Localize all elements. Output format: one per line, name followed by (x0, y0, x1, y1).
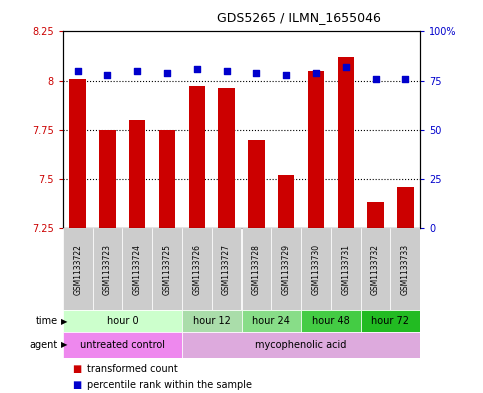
Bar (159, 130, 175, 228)
Bar (338, 57, 354, 228)
Text: hour 48: hour 48 (312, 316, 350, 326)
Bar (212, 228, 242, 310)
Point (372, 75, 380, 82)
Text: GSM1133727: GSM1133727 (222, 244, 231, 295)
Text: GSM1133728: GSM1133728 (252, 244, 261, 295)
Point (282, 72, 290, 78)
Text: mycophenolic acid: mycophenolic acid (256, 340, 347, 350)
Text: GSM1133733: GSM1133733 (401, 244, 410, 295)
Point (401, 75, 409, 82)
Bar (361, 310, 420, 332)
Bar (93, 228, 122, 310)
Text: GDS5265 / ILMN_1655046: GDS5265 / ILMN_1655046 (217, 11, 381, 24)
Bar (182, 310, 242, 332)
Point (104, 72, 112, 78)
Point (133, 68, 141, 74)
Text: GSM1133725: GSM1133725 (163, 244, 171, 295)
Text: hour 24: hour 24 (252, 316, 290, 326)
Text: GSM1133722: GSM1133722 (73, 244, 82, 295)
Bar (99, 130, 115, 228)
Bar (390, 228, 420, 310)
Bar (129, 120, 145, 228)
Text: GSM1133729: GSM1133729 (282, 244, 291, 295)
Bar (308, 71, 324, 228)
Text: GSM1133723: GSM1133723 (103, 244, 112, 295)
Bar (189, 86, 205, 228)
Bar (361, 228, 390, 310)
Text: percentile rank within the sample: percentile rank within the sample (87, 380, 252, 390)
Bar (182, 332, 420, 358)
Point (312, 70, 320, 76)
Bar (63, 310, 182, 332)
Bar (218, 88, 235, 228)
Bar (368, 202, 384, 228)
Text: ■: ■ (72, 380, 82, 390)
Bar (122, 228, 152, 310)
Text: transformed count: transformed count (87, 364, 178, 375)
Bar (242, 310, 301, 332)
Bar (242, 228, 271, 310)
Point (193, 66, 201, 72)
Text: GSM1133724: GSM1133724 (133, 244, 142, 295)
Point (253, 70, 260, 76)
Bar (397, 187, 413, 228)
Bar (271, 228, 301, 310)
Bar (301, 228, 331, 310)
Bar (63, 332, 182, 358)
Text: hour 0: hour 0 (107, 316, 138, 326)
Bar (70, 79, 86, 228)
Text: GSM1133731: GSM1133731 (341, 244, 350, 295)
Bar (301, 310, 361, 332)
Text: agent: agent (30, 340, 58, 350)
Point (342, 64, 350, 70)
Text: ▶: ▶ (61, 340, 68, 349)
Point (163, 70, 171, 76)
Bar (278, 175, 294, 228)
Bar (248, 140, 265, 228)
Text: ■: ■ (72, 364, 82, 375)
Bar (182, 228, 212, 310)
Text: GSM1133732: GSM1133732 (371, 244, 380, 295)
Text: GSM1133730: GSM1133730 (312, 244, 320, 295)
Text: untreated control: untreated control (80, 340, 165, 350)
Text: hour 12: hour 12 (193, 316, 231, 326)
Text: hour 72: hour 72 (371, 316, 410, 326)
Bar (152, 228, 182, 310)
Bar (63, 228, 93, 310)
Text: GSM1133726: GSM1133726 (192, 244, 201, 295)
Bar (331, 228, 361, 310)
Text: ▶: ▶ (61, 317, 68, 326)
Text: time: time (36, 316, 58, 326)
Point (74, 68, 82, 74)
Point (223, 68, 230, 74)
